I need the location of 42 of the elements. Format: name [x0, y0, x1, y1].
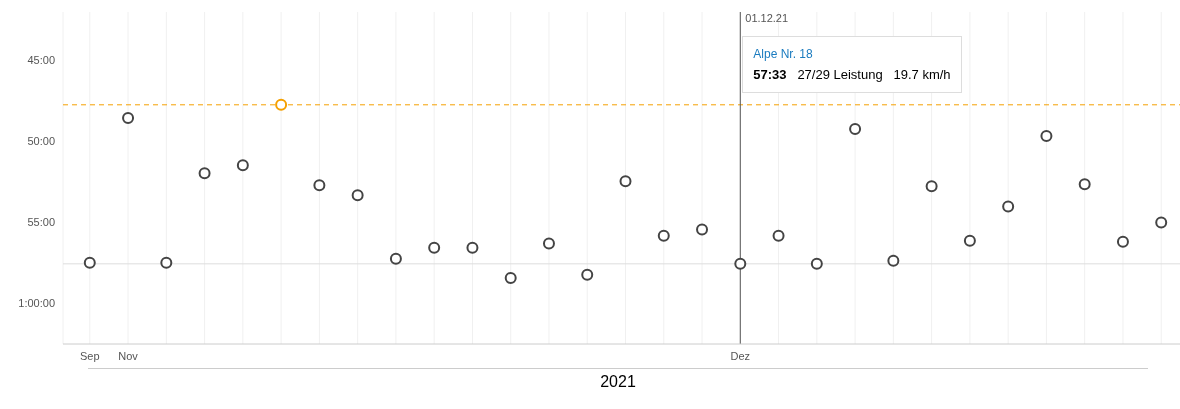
- point: [1078, 178, 1091, 191]
- x-axis-title: 2021: [88, 368, 1148, 391]
- point: [1155, 216, 1168, 229]
- y-tick-label: 45:00: [27, 54, 55, 67]
- point: [963, 234, 976, 247]
- point: [466, 241, 479, 254]
- y-tick-label: 50:00: [27, 135, 55, 148]
- point: [619, 175, 632, 188]
- point: [160, 256, 173, 269]
- point: [1116, 235, 1129, 248]
- point: [657, 229, 670, 242]
- point: [198, 167, 211, 180]
- point: [428, 241, 441, 254]
- y-tick-label: 1:00:00: [18, 297, 55, 310]
- point: [83, 256, 96, 269]
- point: [810, 257, 823, 270]
- x-tick-label: Dez: [730, 349, 751, 362]
- point: [122, 111, 135, 124]
- point: [849, 122, 862, 135]
- point: [389, 252, 402, 265]
- point: [236, 159, 249, 172]
- point: [1002, 200, 1015, 213]
- x-tick-label: Nov: [118, 349, 139, 362]
- x-tick-label: Sep: [80, 349, 100, 362]
- annotation: 57:33: [753, 67, 787, 82]
- y-tick-label: 55:00: [27, 216, 55, 229]
- point: [351, 189, 364, 202]
- point: [313, 179, 326, 192]
- annotation: 27/29 Leistung: [797, 67, 883, 82]
- point: [887, 254, 900, 267]
- point: [504, 271, 517, 284]
- point: [925, 180, 938, 193]
- point: [772, 229, 785, 242]
- annotation: Alpe Nr. 18: [753, 47, 814, 61]
- point: [696, 223, 709, 236]
- point: [734, 257, 747, 270]
- point: [581, 268, 594, 281]
- annotation: 01.12.21: [745, 12, 789, 24]
- point: [542, 237, 555, 250]
- point: [1040, 130, 1053, 143]
- annotation: 19.7 km/h: [893, 67, 951, 82]
- point: [275, 98, 288, 111]
